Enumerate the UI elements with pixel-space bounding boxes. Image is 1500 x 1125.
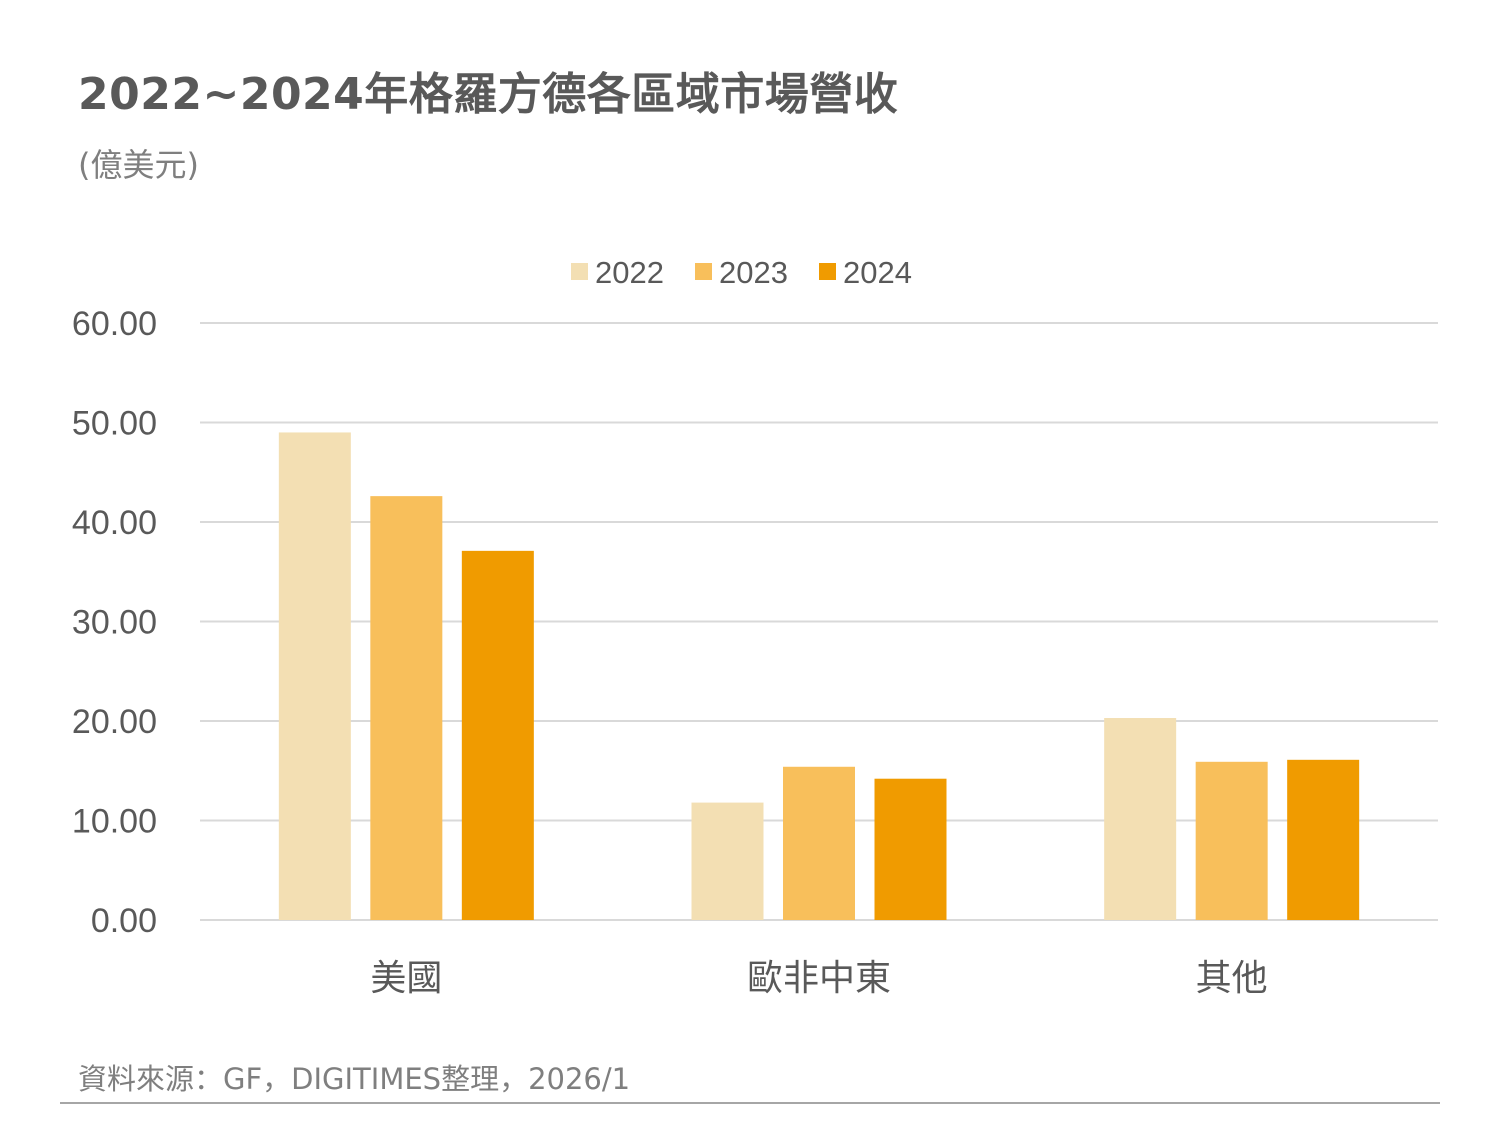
footer-divider (60, 1102, 1440, 1104)
legend-swatch (695, 263, 712, 280)
x-category-label: 美國 (370, 957, 442, 998)
y-tick-label: 0.00 (91, 902, 157, 940)
bar-2022-0 (278, 432, 351, 920)
bar-2024-2 (1287, 759, 1360, 920)
y-axis-ticks: 0.00 10.00 20.00 30.00 40.00 50.00 60.00 (72, 305, 157, 940)
y-tick-label: 50.00 (72, 405, 157, 443)
chart-unit-label: (億美元) (78, 146, 199, 184)
bar-2022-1 (691, 802, 764, 920)
legend-swatch (571, 263, 588, 280)
legend-label: 2023 (719, 255, 788, 290)
bar-2023-2 (1195, 761, 1268, 920)
legend: 2022 2023 2024 (571, 255, 912, 290)
y-tick-label: 20.00 (72, 703, 157, 741)
bar-2023-0 (370, 496, 443, 920)
bar-2024-0 (461, 550, 534, 920)
y-tick-label: 30.00 (72, 604, 157, 642)
y-tick-label: 60.00 (72, 305, 157, 343)
bar-2023-1 (783, 766, 855, 920)
y-tick-label: 10.00 (72, 803, 157, 841)
legend-label: 2022 (595, 255, 664, 290)
x-category-label: 歐非中東 (747, 957, 891, 998)
source-note: 資料來源：GF，DIGITIMES整理，2026/1 (78, 1062, 631, 1096)
x-axis-categories: 美國 歐非中東 其他 (370, 957, 1267, 998)
bars (278, 432, 1360, 920)
legend-swatch (819, 263, 836, 280)
chart-title: 2022~2024年格羅方德各區域市場營收 (78, 69, 899, 120)
bar-2022-2 (1104, 718, 1177, 920)
bar-2024-1 (874, 778, 947, 920)
x-category-label: 其他 (1196, 957, 1268, 998)
y-tick-label: 40.00 (72, 504, 157, 542)
legend-label: 2024 (843, 255, 912, 290)
